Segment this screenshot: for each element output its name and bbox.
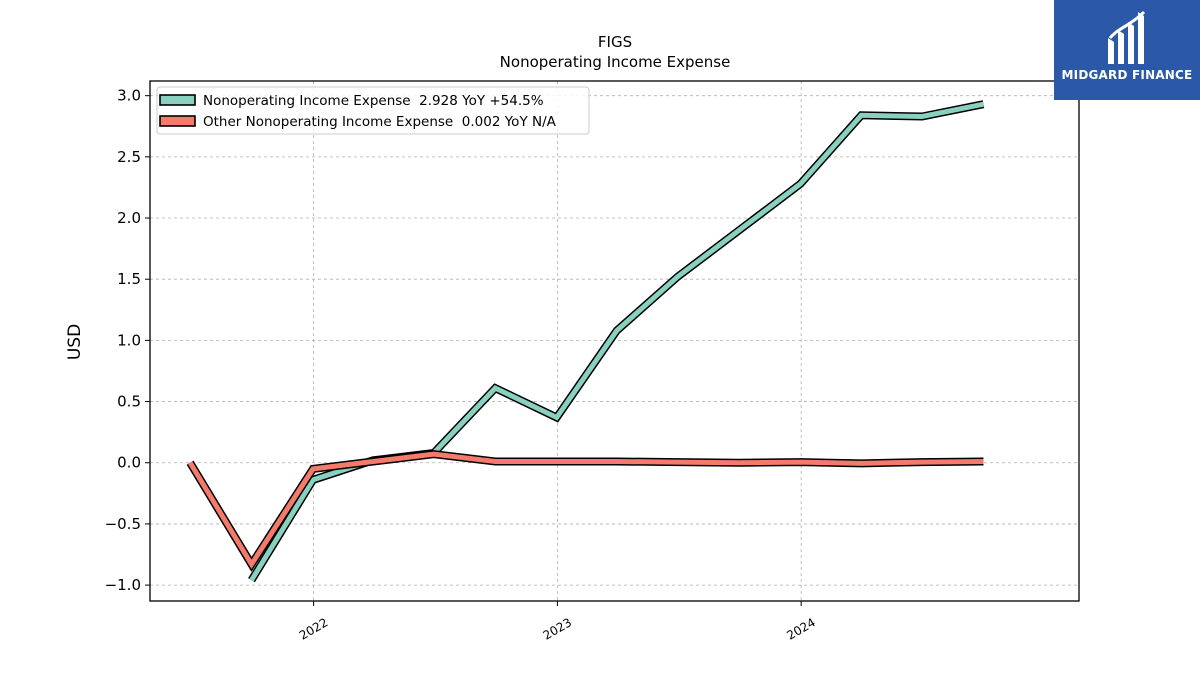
y-tick-label: 0.5 bbox=[117, 393, 141, 411]
legend-box bbox=[156, 86, 590, 135]
y-tick-label: −1.0 bbox=[105, 576, 141, 594]
axis-ticks: −1.0 −0.5 0.0 0.5 1.0 1.5 2.0 2.5 3.0 2022 2023 202… bbox=[105, 87, 818, 643]
legend-swatch-1 bbox=[159, 115, 196, 127]
legend-label-0: Nonoperating Income Expense 2.928 YoY +5… bbox=[203, 93, 544, 109]
y-tick-label: 2.0 bbox=[117, 209, 141, 227]
series-outline-0 bbox=[248, 100, 985, 583]
y-tick-label: 2.5 bbox=[117, 148, 141, 166]
legend: Nonoperating Income Expense 2.928 YoY +5… bbox=[156, 86, 590, 135]
brand-logo: MIDGARD FINANCE bbox=[1054, 0, 1200, 100]
plot-frame bbox=[149, 80, 1080, 602]
legend-label-1: Other Nonoperating Income Expense 0.002 … bbox=[203, 114, 557, 130]
brand-logo-icon bbox=[1108, 10, 1146, 64]
x-tick-label: 2022 bbox=[297, 615, 330, 642]
y-tick-label: 0.0 bbox=[117, 454, 141, 472]
y-tick-label: 1.0 bbox=[117, 331, 141, 349]
series-line-1 bbox=[187, 451, 984, 570]
y-axis-label: USD bbox=[65, 324, 85, 360]
x-tick-label: 2024 bbox=[784, 615, 817, 642]
y-tick-label: −0.5 bbox=[105, 515, 141, 533]
series-layer bbox=[186, 100, 985, 583]
y-tick-label: 1.5 bbox=[117, 270, 141, 288]
legend-swatch-0 bbox=[159, 94, 196, 106]
series-line-0 bbox=[249, 101, 984, 582]
x-tick-label: 2023 bbox=[541, 615, 574, 642]
grid bbox=[150, 81, 1079, 601]
chart-title: FIGS bbox=[598, 33, 632, 51]
chart-subtitle: Nonoperating Income Expense bbox=[500, 53, 731, 71]
y-tick-label: 3.0 bbox=[117, 87, 141, 105]
brand-logo-text: MIDGARD FINANCE bbox=[1061, 68, 1193, 82]
